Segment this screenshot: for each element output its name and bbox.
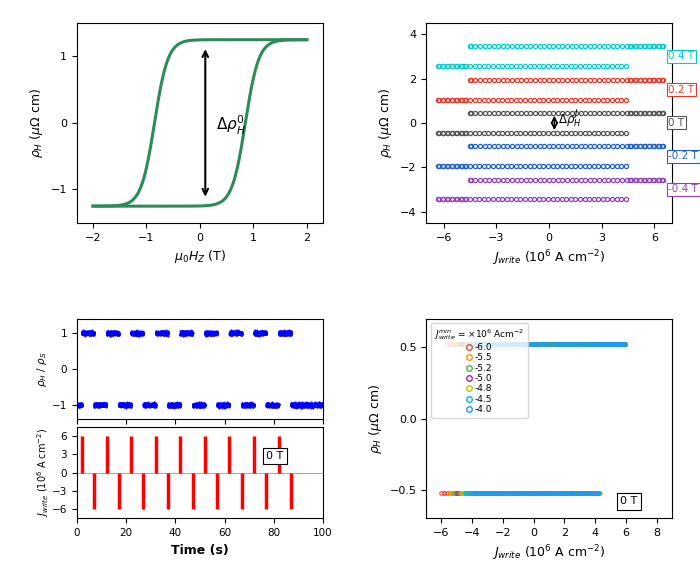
Text: 0 T: 0 T — [620, 497, 638, 506]
Legend: -6.0, -5.5, -5.2, -5.0, -4.8, -4.5, -4.0: -6.0, -5.5, -5.2, -5.0, -4.8, -4.5, -4.0 — [430, 323, 528, 418]
X-axis label: Time (s): Time (s) — [171, 544, 229, 556]
Y-axis label: $\rho_H$ ($\mu\Omega$ cm): $\rho_H$ ($\mu\Omega$ cm) — [367, 384, 384, 453]
Text: 0.2 T: 0.2 T — [668, 85, 694, 94]
X-axis label: $\mu_0H_Z$ (T): $\mu_0H_Z$ (T) — [174, 248, 226, 265]
Text: -0.2 T: -0.2 T — [668, 151, 698, 161]
Text: $\Delta\rho_H^0$: $\Delta\rho_H^0$ — [216, 114, 246, 138]
X-axis label: $J_{write}$ (10$^6$ A cm$^{-2}$): $J_{write}$ (10$^6$ A cm$^{-2}$) — [492, 248, 606, 268]
Y-axis label: $\rho_H$ ($\mu\Omega$ cm): $\rho_H$ ($\mu\Omega$ cm) — [377, 88, 394, 158]
Text: $\Delta\rho_H^J$: $\Delta\rho_H^J$ — [558, 109, 581, 130]
Text: 0 T: 0 T — [266, 451, 284, 461]
Y-axis label: $\rho_H$ ($\mu\Omega$ cm): $\rho_H$ ($\mu\Omega$ cm) — [28, 88, 46, 158]
Text: 0 T: 0 T — [668, 118, 685, 128]
Text: -0.4 T: -0.4 T — [668, 184, 698, 195]
X-axis label: $J_{write}$ (10$^6$ A cm$^{-2}$): $J_{write}$ (10$^6$ A cm$^{-2}$) — [492, 544, 606, 563]
Y-axis label: $\rho_H$ / $\rho_S$: $\rho_H$ / $\rho_S$ — [35, 351, 49, 386]
Y-axis label: $J_{write}$ (10$^6$ A cm$^{-2}$): $J_{write}$ (10$^6$ A cm$^{-2}$) — [35, 428, 50, 517]
Text: 0.4 T: 0.4 T — [668, 51, 694, 61]
